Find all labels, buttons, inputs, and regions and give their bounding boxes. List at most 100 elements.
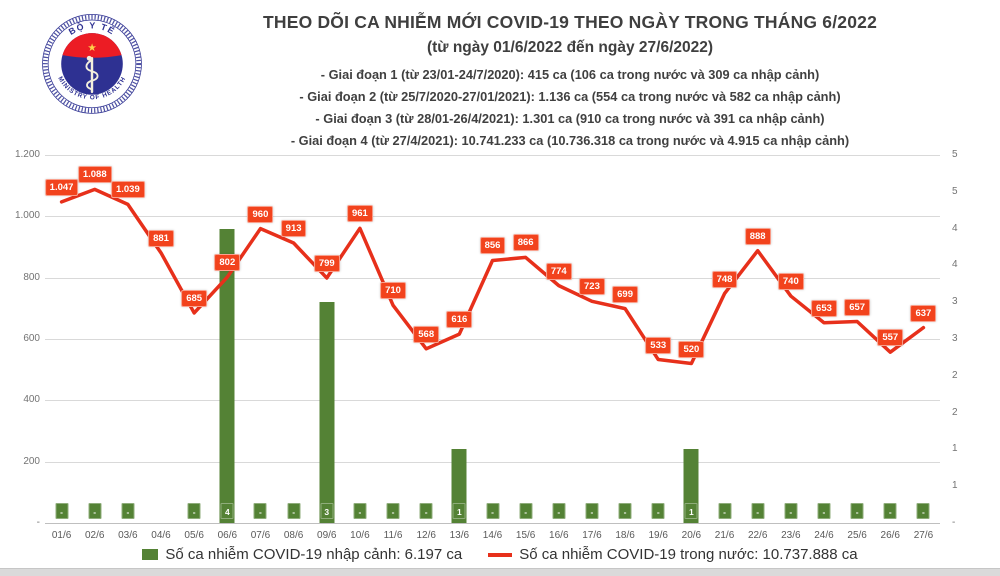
x-axis-date-label: 04/6 bbox=[151, 530, 171, 541]
imported-cases-data-label: - bbox=[253, 503, 267, 519]
right-axis-tick-label: 3 bbox=[952, 296, 958, 308]
right-axis-tick-label: 4 bbox=[952, 222, 958, 234]
imported-cases-data-label: - bbox=[784, 503, 798, 519]
x-axis-date-label: 16/6 bbox=[549, 530, 569, 541]
x-axis-date-label: 27/6 bbox=[913, 530, 934, 541]
imported-cases-data-label: - bbox=[751, 503, 765, 519]
domestic-cases-data-label: 888 bbox=[744, 227, 771, 245]
imported-cases-data-label: 4 bbox=[220, 503, 234, 519]
left-axis-tick-label: 800 bbox=[23, 271, 40, 283]
gridline bbox=[45, 216, 940, 218]
imported-cases-data-label: - bbox=[883, 503, 897, 519]
domestic-cases-data-label: 520 bbox=[678, 340, 705, 358]
domestic-cases-data-label: 616 bbox=[446, 311, 473, 329]
legend-item-domestic: Số ca nhiễm COVID-19 trong nước: 10.737.… bbox=[488, 546, 858, 563]
imported-cases-data-label: - bbox=[585, 503, 599, 519]
x-axis-date-label: 12/6 bbox=[416, 530, 436, 541]
domestic-cases-data-label: 960 bbox=[247, 205, 274, 223]
domestic-cases-data-label: 881 bbox=[148, 229, 174, 247]
domestic-cases-data-label: 557 bbox=[877, 329, 904, 347]
x-axis-date-label: 03/6 bbox=[118, 530, 138, 541]
x-axis-date-label: 02/6 bbox=[84, 530, 105, 541]
x-axis-date-label: 26/6 bbox=[880, 530, 900, 541]
imported-cases-data-label: - bbox=[419, 503, 433, 519]
imported-cases-data-label: - bbox=[916, 503, 930, 519]
right-axis-tick-label: 5 bbox=[952, 149, 958, 160]
domestic-cases-data-label: 657 bbox=[844, 298, 871, 316]
x-axis-date-label: 09/6 bbox=[317, 530, 337, 541]
imported-cases-data-label: - bbox=[55, 503, 69, 519]
domestic-cases-data-label: 653 bbox=[811, 299, 837, 317]
x-axis-date-label: 14/6 bbox=[482, 530, 503, 541]
imported-cases-data-label: - bbox=[552, 503, 566, 519]
gridline bbox=[45, 339, 940, 340]
gridline bbox=[45, 461, 940, 463]
imported-cases-bar bbox=[219, 228, 235, 523]
imported-cases-data-label: - bbox=[519, 503, 533, 519]
x-axis-date-label: 13/6 bbox=[449, 530, 470, 541]
imported-cases-data-label: - bbox=[651, 503, 665, 519]
x-axis-date-label: 07/6 bbox=[250, 530, 271, 541]
domestic-cases-data-label: 637 bbox=[910, 304, 937, 322]
x-axis-date-label: 08/6 bbox=[283, 530, 304, 541]
domestic-cases-data-label: 774 bbox=[545, 262, 572, 280]
x-axis-date-label: 17/6 bbox=[582, 530, 602, 541]
domestic-cases-data-label: 710 bbox=[380, 282, 406, 300]
title-block: THEO DÕI CA NHIỄM MỚI COVID-19 THEO NGÀY… bbox=[155, 12, 985, 57]
left-axis-tick-label: 1.000 bbox=[14, 210, 40, 222]
gridline bbox=[45, 277, 940, 279]
green-bar-swatch-icon bbox=[142, 549, 159, 560]
domestic-cases-data-label: 802 bbox=[214, 254, 241, 272]
right-axis-tick-label: 4 bbox=[952, 259, 958, 271]
phase-2-summary: - Giai đoạn 2 (từ 25/7/2020-27/01/2021):… bbox=[299, 89, 841, 104]
imported-cases-data-label: - bbox=[121, 503, 135, 519]
domestic-cases-data-label: 866 bbox=[512, 234, 539, 252]
right-axis-tick-label: 2 bbox=[952, 369, 958, 381]
x-axis-date-label: 15/6 bbox=[515, 530, 536, 541]
left-axis-tick-label: 400 bbox=[23, 394, 40, 406]
imported-cases-data-label: - bbox=[618, 503, 632, 519]
domestic-cases-data-label: 913 bbox=[280, 220, 307, 237]
x-axis-date-label: 23/6 bbox=[781, 530, 801, 541]
left-axis-tick-label: 600 bbox=[23, 333, 40, 344]
gridline bbox=[45, 400, 940, 402]
domestic-cases-data-label: 568 bbox=[413, 325, 440, 343]
left-axis-tick-label: 1.200 bbox=[14, 149, 40, 160]
chart-legend: Số ca nhiễm COVID-19 nhập cảnh: 6.197 ca… bbox=[0, 546, 1000, 563]
right-axis-tick-label: 2 bbox=[952, 406, 958, 418]
gridline bbox=[45, 523, 940, 524]
phase-1-summary: - Giai đoạn 1 (từ 23/01-24/7/2020): 415 … bbox=[320, 67, 820, 82]
imported-cases-data-label: - bbox=[486, 503, 499, 519]
x-axis-date-label: 06/6 bbox=[217, 530, 238, 541]
imported-cases-data-label: - bbox=[287, 503, 301, 519]
imported-cases-data-label: 1 bbox=[684, 503, 698, 519]
logo-star-icon: ★ bbox=[87, 43, 96, 54]
right-axis-tick-label: 5 bbox=[952, 185, 958, 197]
logo-staff-snake-icon bbox=[85, 55, 99, 94]
imported-cases-data-label: - bbox=[353, 503, 367, 519]
chart-subtitle: (từ ngày 01/6/2022 đến ngày 27/6/2022) bbox=[426, 39, 714, 56]
left-axis-tick-label: - bbox=[36, 517, 40, 528]
imported-cases-data-label: - bbox=[187, 503, 201, 519]
domestic-cases-data-label: 799 bbox=[313, 254, 340, 272]
domestic-cases-data-label: 1.047 bbox=[44, 178, 79, 196]
domestic-cases-line bbox=[59, 187, 926, 366]
chart-title: THEO DÕI CA NHIỄM MỚI COVID-19 THEO NGÀY… bbox=[262, 12, 878, 32]
x-axis-date-label: 05/6 bbox=[184, 530, 204, 541]
imported-cases-data-label: - bbox=[817, 503, 831, 519]
domestic-cases-data-label: 533 bbox=[645, 336, 672, 354]
domestic-cases-data-label: 740 bbox=[777, 273, 804, 291]
x-axis-date-label: 10/6 bbox=[350, 530, 370, 541]
legend-label-imported: Số ca nhiễm COVID-19 nhập cảnh: 6.197 ca bbox=[165, 546, 463, 563]
imported-cases-data-label: - bbox=[718, 503, 732, 519]
domestic-cases-data-label: 723 bbox=[579, 278, 605, 296]
imported-cases-data-label: - bbox=[88, 503, 102, 519]
x-axis-date-label: 24/6 bbox=[814, 530, 834, 541]
imported-cases-data-label: 1 bbox=[452, 503, 466, 519]
x-axis-date-label: 20/6 bbox=[681, 530, 702, 541]
imported-cases-data-label: - bbox=[386, 503, 400, 519]
domestic-cases-data-label: 699 bbox=[612, 285, 639, 303]
logo-red-band bbox=[61, 33, 123, 58]
x-axis-date-label: 11/6 bbox=[383, 530, 403, 541]
right-axis-tick-label: 1 bbox=[952, 480, 958, 492]
